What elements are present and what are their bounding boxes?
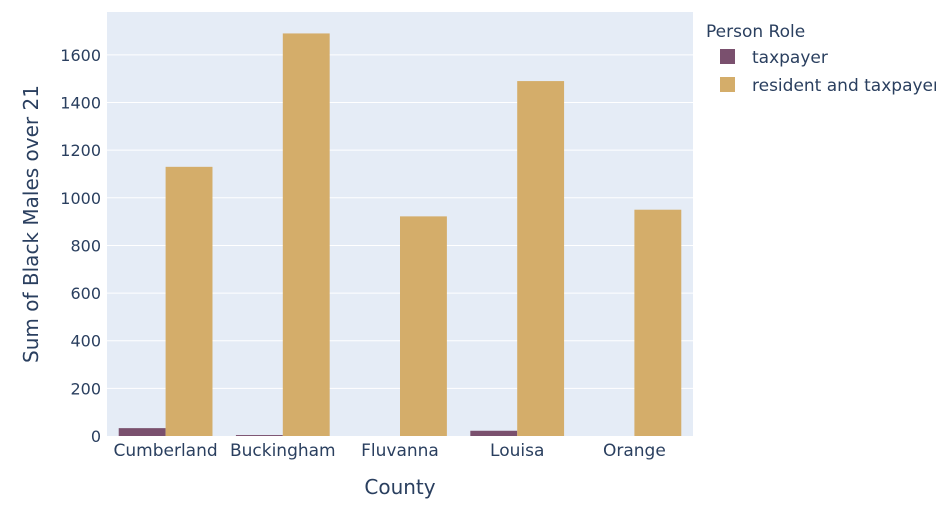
legend-label: resident and taxpayer [752, 76, 936, 96]
y-tick-label: 200 [70, 379, 101, 398]
bars [118, 33, 682, 437]
bar-taxpayer-cumberland [118, 428, 166, 436]
legend: Person Role taxpayer resident and taxpaye… [706, 22, 936, 96]
legend-swatch [720, 77, 735, 92]
y-tick-label: 1000 [60, 189, 101, 208]
y-tick-label: 800 [70, 236, 101, 255]
y-tick-label: 1200 [60, 141, 101, 160]
legend-swatch [720, 49, 735, 64]
x-axis-title: County [364, 475, 435, 499]
x-tick-label: Orange [603, 441, 666, 461]
bar-resident-and-taxpayer-orange [634, 209, 682, 436]
y-axis-title: Sum of Black Males over 21 [19, 85, 43, 363]
y-tick-label: 1600 [60, 46, 101, 65]
bar-taxpayer-buckingham [235, 435, 283, 436]
legend-label: taxpayer [752, 48, 828, 68]
bar-resident-and-taxpayer-buckingham [282, 33, 330, 436]
x-tick-label: Buckingham [230, 441, 336, 461]
bar-taxpayer-louisa [470, 430, 518, 436]
x-tick-label: Cumberland [114, 441, 218, 461]
y-tick-label: 600 [70, 284, 101, 303]
x-tick-label: Fluvanna [361, 441, 439, 461]
y-axis-ticks: 0 200 400 600 800 1000 1200 1400 1600 [60, 46, 101, 446]
bar-resident-and-taxpayer-fluvanna [400, 216, 447, 436]
bar-resident-and-taxpayer-cumberland [165, 166, 213, 436]
legend-title: Person Role [706, 22, 805, 42]
y-tick-label: 400 [70, 332, 101, 351]
x-tick-label: Louisa [490, 441, 544, 461]
y-tick-label: 1400 [60, 94, 101, 113]
y-tick-label: 0 [91, 427, 101, 446]
x-axis-ticks: Cumberland Buckingham Fluvanna Louisa Orange [114, 441, 666, 461]
bar-resident-and-taxpayer-louisa [517, 81, 565, 437]
